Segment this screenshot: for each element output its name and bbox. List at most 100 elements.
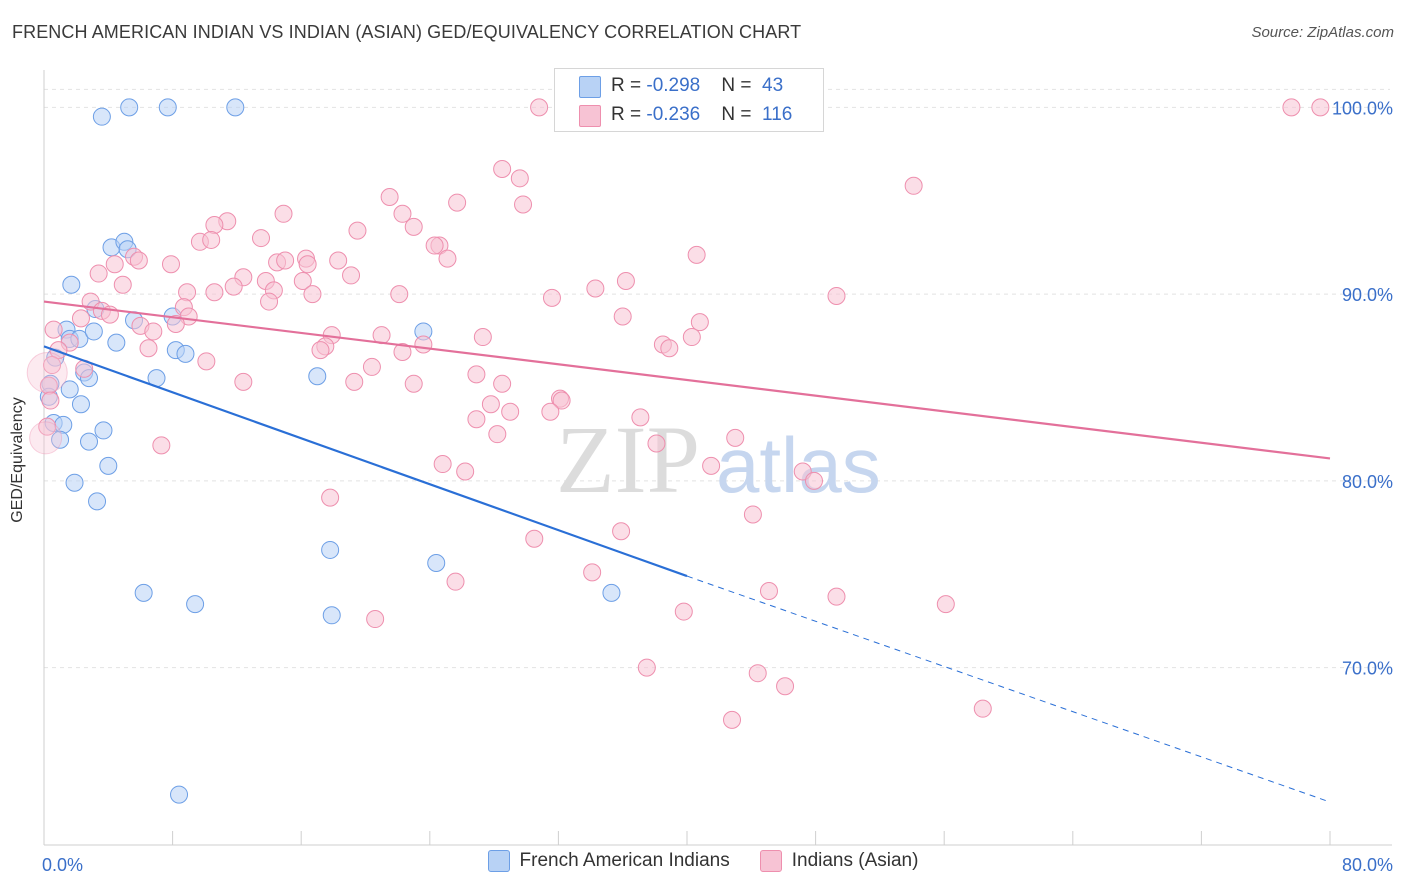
point-indians-asian	[743, 505, 762, 524]
point-french-american-indians	[62, 275, 81, 294]
point-french-american-indians	[134, 583, 153, 602]
point-indians-asian	[139, 339, 158, 358]
point-indians-asian	[438, 249, 457, 268]
r-value: -0.236	[646, 104, 701, 125]
point-indians-asian	[144, 322, 163, 341]
legend-label: French American Indians	[519, 850, 730, 871]
y-tick-label: 100.0%	[1332, 98, 1393, 118]
point-cluster-indians-asian	[26, 352, 68, 394]
point-indians-asian	[674, 602, 693, 621]
point-indians-asian	[542, 288, 561, 307]
legend-swatch-blue	[487, 850, 510, 872]
point-indians-asian	[298, 255, 317, 274]
point-french-american-indians	[80, 432, 99, 451]
data-points	[26, 98, 1330, 804]
point-indians-asian	[804, 471, 823, 490]
point-indians-asian	[702, 456, 721, 475]
point-indians-asian	[44, 320, 63, 339]
legend-label: Indians (Asian)	[791, 850, 919, 871]
point-french-american-indians	[99, 456, 118, 475]
trend-lines	[43, 300, 1331, 803]
point-indians-asian	[311, 341, 330, 360]
point-indians-asian	[321, 488, 340, 507]
point-indians-asian	[113, 275, 132, 294]
point-french-american-indians	[176, 344, 195, 363]
point-indians-asian	[759, 582, 778, 601]
point-indians-asian	[71, 309, 90, 328]
point-indians-asian	[456, 462, 475, 481]
n-value: 116	[762, 104, 793, 125]
point-indians-asian	[41, 391, 60, 410]
point-indians-asian	[425, 236, 444, 255]
point-indians-asian	[493, 374, 512, 393]
point-indians-asian	[224, 277, 243, 296]
point-indians-asian	[647, 434, 666, 453]
point-french-american-indians	[322, 606, 341, 625]
series-legend: French American Indians Indians (Asian)	[0, 850, 1406, 872]
point-indians-asian	[446, 572, 465, 591]
point-indians-asian	[252, 229, 271, 248]
point-indians-asian	[161, 255, 180, 274]
point-indians-asian	[38, 417, 57, 436]
point-indians-asian	[481, 395, 500, 414]
stats-legend: R = -0.298 N = 43 R = -0.236 N = 116	[554, 68, 824, 132]
point-indians-asian	[776, 677, 795, 696]
legend-swatch-pink	[759, 850, 782, 872]
point-indians-asian	[303, 285, 322, 304]
point-indians-asian	[827, 587, 846, 606]
point-indians-asian	[342, 266, 361, 285]
point-indians-asian	[105, 255, 124, 274]
point-indians-asian	[205, 283, 224, 302]
point-indians-asian	[362, 357, 381, 376]
point-indians-asian	[473, 328, 492, 347]
point-french-american-indians	[107, 333, 126, 352]
point-indians-asian	[936, 595, 955, 614]
point-indians-asian	[129, 251, 148, 270]
stats-text: R = -0.236 N = 116	[611, 104, 793, 125]
stats-swatch-blue	[579, 76, 601, 98]
point-indians-asian	[166, 314, 185, 333]
point-indians-asian	[726, 428, 745, 447]
point-indians-asian	[637, 658, 656, 677]
legend-item-indians-asian[interactable]: Indians (Asian)	[759, 850, 919, 872]
point-indians-asian	[530, 98, 549, 117]
point-indians-asian	[1282, 98, 1301, 117]
point-indians-asian	[197, 352, 216, 371]
legend-item-french-american-indians[interactable]: French American Indians	[487, 850, 730, 872]
point-indians-asian	[202, 230, 221, 249]
r-value: -0.298	[646, 75, 701, 96]
point-indians-asian	[660, 339, 679, 358]
point-indians-asian	[616, 272, 635, 291]
point-indians-asian	[404, 374, 423, 393]
stats-text: R = -0.298 N = 43	[611, 75, 784, 96]
point-indians-asian	[178, 283, 197, 302]
point-indians-asian	[414, 335, 433, 354]
trend-line-extension-french-american-indians	[686, 575, 1331, 803]
y-tick-label: 80.0%	[1342, 472, 1393, 492]
point-indians-asian	[329, 251, 348, 270]
point-french-american-indians	[92, 107, 111, 126]
watermark-zip: ZIP	[556, 406, 700, 513]
point-french-american-indians	[60, 380, 79, 399]
point-french-american-indians	[158, 98, 177, 117]
watermark: ZIP atlas	[556, 406, 881, 513]
point-indians-asian	[467, 365, 486, 384]
point-indians-asian	[205, 216, 224, 234]
point-french-american-indians	[88, 492, 107, 511]
point-indians-asian	[541, 402, 560, 421]
point-indians-asian	[586, 279, 605, 298]
point-indians-asian	[488, 425, 507, 444]
point-french-american-indians	[94, 421, 113, 440]
point-indians-asian	[682, 328, 701, 347]
point-indians-asian	[514, 195, 533, 214]
point-indians-asian	[433, 455, 452, 474]
point-indians-asian	[827, 286, 846, 305]
point-indians-asian	[260, 292, 279, 311]
point-indians-asian	[973, 699, 992, 718]
point-indians-asian	[152, 436, 171, 455]
axes	[43, 70, 1392, 846]
point-french-american-indians	[71, 395, 90, 414]
point-indians-asian	[274, 204, 293, 223]
point-french-american-indians	[308, 367, 327, 386]
